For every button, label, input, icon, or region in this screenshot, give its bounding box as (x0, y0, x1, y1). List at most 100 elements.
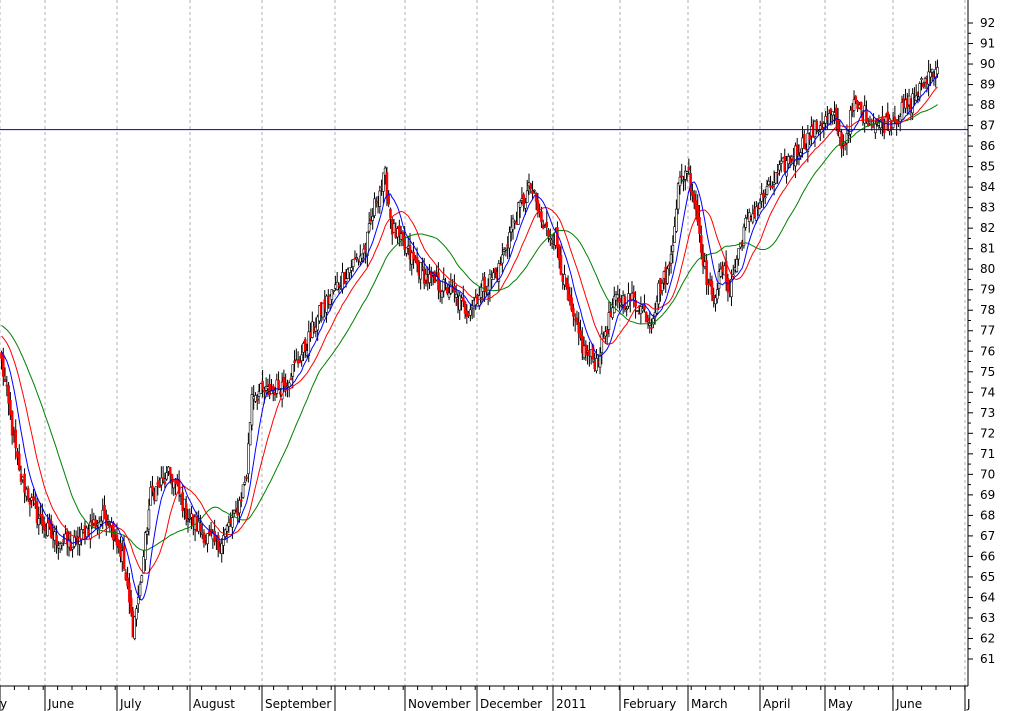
candle (103, 495, 106, 520)
candle-body (710, 280, 714, 295)
candle (447, 280, 451, 301)
candle-body (536, 200, 540, 212)
candle (26, 485, 30, 502)
candle-body (751, 213, 755, 223)
y-tick-label: 76 (980, 344, 995, 358)
y-tick-label: 82 (980, 221, 995, 235)
candle-body (445, 287, 449, 294)
candle (529, 182, 533, 194)
candle-body (115, 534, 119, 546)
candle (295, 348, 298, 362)
candle-body (815, 120, 819, 131)
candle-body (151, 485, 154, 492)
candle-body (55, 534, 58, 545)
candle (522, 192, 525, 212)
candle-body (437, 272, 440, 291)
candle-body (625, 308, 628, 311)
candle (678, 170, 682, 195)
candle (216, 532, 220, 558)
candle-body (632, 292, 636, 298)
candle-body (584, 344, 588, 356)
candle-body (483, 276, 486, 292)
candle (144, 530, 147, 571)
candle-body (216, 535, 220, 551)
x-tick-label: November (408, 697, 470, 711)
candle-body (463, 301, 467, 314)
candle-body (911, 93, 914, 114)
candle-body (607, 312, 611, 330)
candle (682, 176, 685, 192)
candle (206, 532, 209, 553)
candle (186, 508, 190, 533)
candle-body (172, 480, 176, 489)
candle-body (23, 473, 26, 493)
candle (499, 256, 502, 266)
candle (751, 204, 755, 225)
candle-body (103, 504, 106, 520)
candle-body (715, 289, 719, 300)
candle-body (522, 194, 525, 207)
candle (378, 185, 382, 214)
candle (222, 526, 225, 555)
candle-body (669, 254, 673, 264)
candle-body (41, 514, 44, 526)
candle (449, 273, 453, 296)
candle (920, 76, 923, 91)
candle (540, 206, 543, 229)
candle-body (355, 257, 359, 260)
candle-body (124, 572, 128, 580)
candle (321, 302, 325, 321)
candle (772, 170, 776, 196)
candle-body (847, 133, 850, 136)
candle-body (325, 295, 328, 313)
candle-body (566, 283, 570, 300)
candle (71, 546, 74, 558)
candle-body (138, 583, 142, 597)
candle (607, 301, 611, 338)
candle (497, 259, 501, 293)
candle-body (531, 190, 534, 194)
candle (358, 244, 362, 266)
candle (714, 294, 717, 312)
candle-body (454, 293, 458, 298)
candle (634, 291, 637, 319)
candle (531, 180, 534, 200)
candle (129, 589, 133, 617)
candle (463, 300, 467, 319)
y-tick-label: 68 (980, 508, 995, 522)
y-tick-label: 62 (980, 631, 995, 645)
candle-body (447, 292, 451, 298)
candle-body (403, 236, 406, 250)
candle (289, 372, 293, 381)
candle (325, 294, 328, 323)
candle-body (220, 543, 224, 555)
candle-body (248, 422, 252, 446)
x-tick-label: June (895, 697, 922, 711)
candle-body (469, 309, 472, 316)
candle (570, 287, 573, 312)
candle-body (49, 521, 53, 538)
candle (239, 492, 243, 508)
candle (566, 275, 570, 301)
candle-body (525, 190, 529, 203)
candle (385, 166, 389, 207)
y-tick-label: 83 (980, 201, 995, 215)
candle (355, 253, 359, 263)
candle-body (32, 496, 35, 501)
candle (28, 497, 32, 517)
candle-body (239, 499, 243, 502)
candle (648, 311, 652, 334)
candle-body (243, 481, 247, 485)
candle-body (398, 225, 401, 237)
candle (408, 233, 412, 271)
candle (584, 340, 588, 361)
candle (133, 615, 137, 641)
candle (483, 272, 486, 302)
candle-body (58, 543, 62, 550)
candle (149, 480, 152, 506)
candle-body (165, 472, 168, 480)
candle-body (859, 101, 863, 110)
candle (145, 527, 149, 545)
candle-body (245, 477, 248, 479)
candle (545, 209, 549, 237)
